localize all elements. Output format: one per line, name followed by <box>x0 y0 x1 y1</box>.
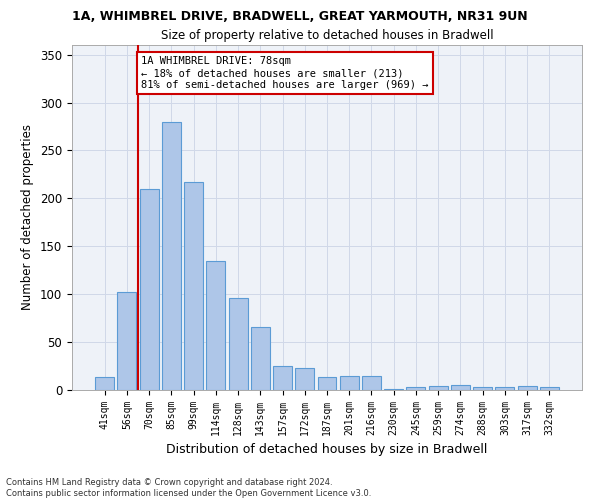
Bar <box>118 292 136 390</box>
Text: 1A, WHIMBREL DRIVE, BRADWELL, GREAT YARMOUTH, NR31 9UN: 1A, WHIMBREL DRIVE, BRADWELL, GREAT YARM… <box>72 10 528 23</box>
Bar <box>540 387 559 390</box>
Bar <box>518 386 536 390</box>
Bar <box>451 385 470 390</box>
Y-axis label: Number of detached properties: Number of detached properties <box>22 124 34 310</box>
Bar <box>229 298 248 390</box>
Bar <box>362 376 381 390</box>
Bar <box>384 389 403 390</box>
Bar <box>406 387 425 390</box>
Bar <box>340 376 359 390</box>
X-axis label: Distribution of detached houses by size in Bradwell: Distribution of detached houses by size … <box>166 444 488 456</box>
Bar <box>429 386 448 390</box>
Bar <box>273 366 292 390</box>
Bar <box>473 387 492 390</box>
Bar <box>295 368 314 390</box>
Bar <box>162 122 181 390</box>
Bar <box>251 327 270 390</box>
Bar <box>496 387 514 390</box>
Bar <box>95 376 114 390</box>
Bar <box>317 376 337 390</box>
Bar <box>140 188 158 390</box>
Text: Contains HM Land Registry data © Crown copyright and database right 2024.
Contai: Contains HM Land Registry data © Crown c… <box>6 478 371 498</box>
Bar <box>184 182 203 390</box>
Text: 1A WHIMBREL DRIVE: 78sqm
← 18% of detached houses are smaller (213)
81% of semi-: 1A WHIMBREL DRIVE: 78sqm ← 18% of detach… <box>142 56 429 90</box>
Title: Size of property relative to detached houses in Bradwell: Size of property relative to detached ho… <box>161 30 493 43</box>
Bar <box>206 260 225 390</box>
